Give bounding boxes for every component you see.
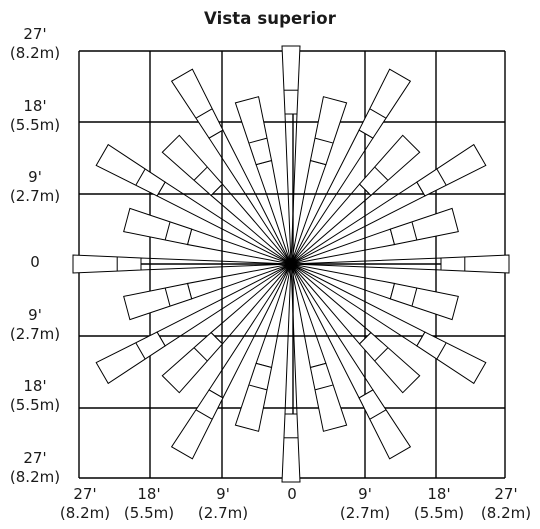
beam-zone (170, 68, 224, 139)
diagram-title: Vista superior (204, 9, 336, 28)
beam-divider (374, 166, 389, 181)
beam-fan (290, 263, 372, 345)
detection-beams (72, 45, 510, 483)
beam-zone (281, 45, 301, 115)
beam-zone (95, 143, 166, 197)
x-label-0: 0 (287, 485, 297, 503)
beam-divider (135, 342, 146, 359)
beam-divider (369, 409, 386, 420)
beam-zone (234, 362, 273, 432)
y-label-27-bottom: 27' (8.2m) (9, 449, 61, 486)
x-label-18-left: 18' (5.5m) (123, 485, 175, 522)
beam-zone (309, 96, 348, 166)
beam-zone (95, 331, 166, 385)
beam-zone (72, 254, 142, 274)
beam-zone (161, 331, 224, 394)
beam-zone (358, 68, 412, 139)
beam-zone (123, 282, 193, 321)
beam-zone (416, 143, 487, 197)
beam-divider (135, 169, 146, 186)
beam-divider (249, 384, 267, 391)
y-label-18-bottom: 18' (5.5m) (9, 377, 61, 414)
y-label-9-bottom: 9' (2.7m) (9, 306, 61, 343)
beam-divider (249, 137, 267, 144)
y-label-27-top: 27' (8.2m) (9, 25, 61, 62)
beam-divider (411, 288, 418, 306)
beam-divider (315, 137, 333, 144)
beam-zone (440, 254, 510, 274)
y-label-18-top: 18' (5.5m) (9, 97, 61, 134)
beam-zone (234, 96, 273, 166)
beam-divider (315, 384, 333, 391)
beam-zone (309, 362, 348, 432)
beam-divider (436, 169, 447, 186)
beam-divider (411, 222, 418, 240)
beam-divider (374, 347, 389, 362)
beam-divider (369, 108, 386, 119)
x-label-27-right: 27' (8.2m) (480, 485, 532, 522)
x-label-9-left: 9' (2.7m) (197, 485, 249, 522)
beam-divider (164, 288, 171, 306)
beam-divider (436, 342, 447, 359)
y-label-0: 0 (30, 253, 40, 271)
beam-divider (196, 108, 213, 119)
beam-fan (290, 183, 372, 265)
beam-zone (416, 331, 487, 385)
y-label-9-top: 9' (2.7m) (9, 168, 61, 205)
beam-zone (123, 207, 193, 246)
beam-zone (358, 389, 412, 460)
beam-divider (193, 166, 208, 181)
beam-zone (358, 331, 421, 394)
beam-zone (161, 134, 224, 197)
beam-zone (281, 413, 301, 483)
x-label-18-right: 18' (5.5m) (413, 485, 465, 522)
beam-zone (389, 207, 459, 246)
beam-zone (170, 389, 224, 460)
beam-divider (164, 222, 171, 240)
beam-fan (210, 263, 292, 345)
beam-divider (193, 347, 208, 362)
beam-divider (196, 409, 213, 420)
x-label-9-right: 9' (2.7m) (339, 485, 391, 522)
beam-zone (389, 282, 459, 321)
beam-zone (358, 134, 421, 197)
beam-fan (210, 183, 292, 265)
x-label-27-left: 27' (8.2m) (59, 485, 111, 522)
